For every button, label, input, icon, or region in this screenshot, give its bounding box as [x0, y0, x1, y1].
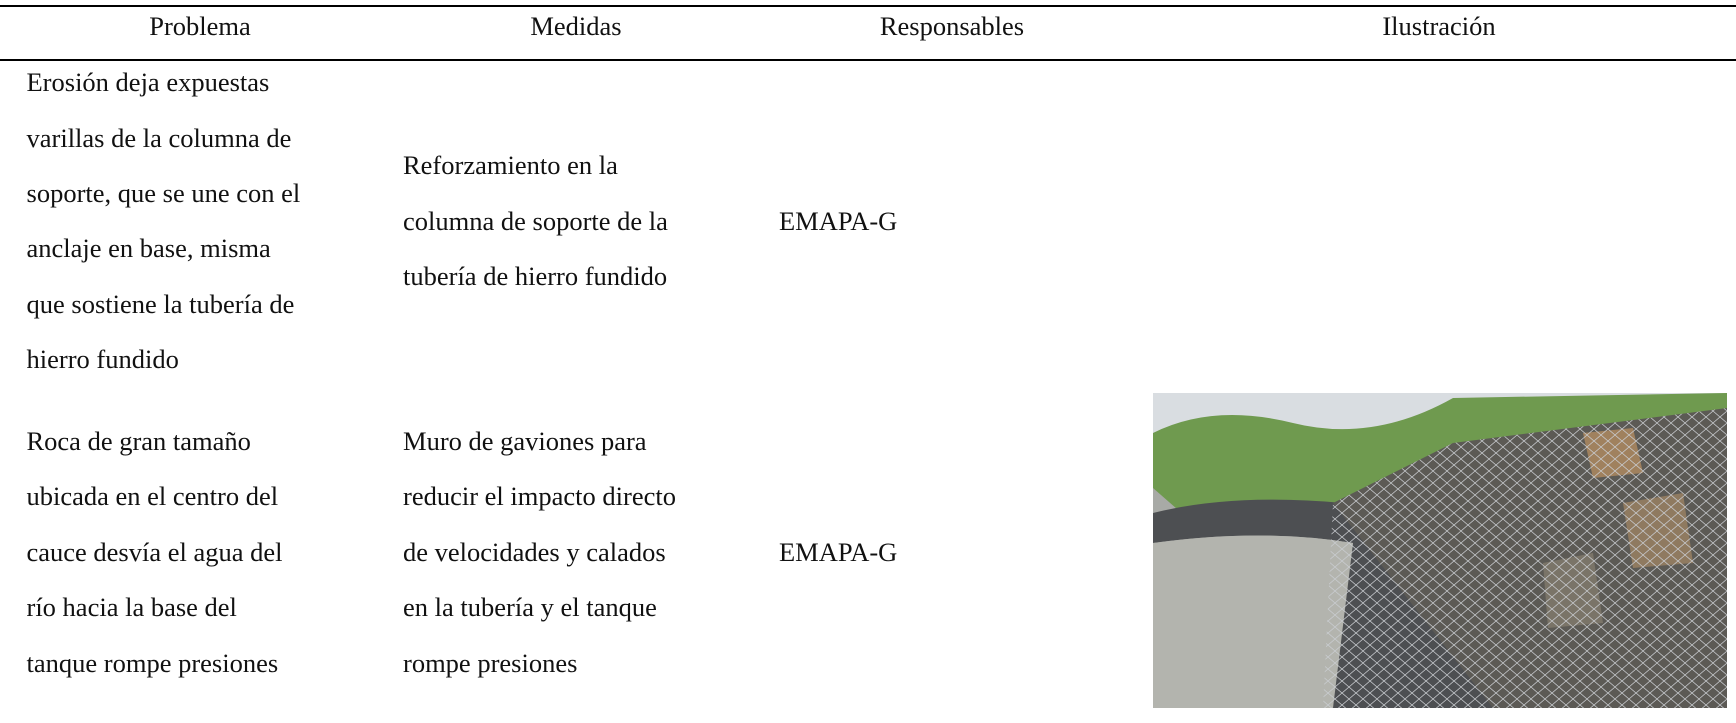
- column-header: Medidas: [530, 11, 622, 41]
- cell-text-line: tanque rompe presiones: [26, 647, 279, 678]
- cell-text-line: río hacia la base del: [26, 592, 237, 623]
- cell-text-line: columna de soporte de la: [403, 205, 668, 236]
- header-rule: [0, 59, 1736, 61]
- cell-text-line: Reforzamiento en la: [403, 150, 618, 181]
- cell-text-line: EMAPA-G: [779, 205, 898, 236]
- cell-text-line: Muro de gaviones para: [403, 426, 647, 456]
- table-cell: Muro de gaviones para reducir el impacto …: [403, 414, 676, 691]
- table-cell: Reforzamiento en la columna de soporte de…: [403, 138, 668, 304]
- table-cell: EMAPA-G: [779, 194, 897, 249]
- cell-text-line: tubería de hierro fundido: [403, 261, 668, 292]
- cell-text-line: en la tubería y el tanque: [403, 592, 657, 623]
- cell-text-line: reducir el impacto directo: [403, 481, 676, 512]
- cell-text-line: de velocidades y calados: [403, 536, 666, 567]
- cell-text-line: Roca de gran tamaño: [26, 426, 251, 456]
- cell-text-line: ubicada en el centro del: [26, 481, 279, 512]
- table-cell: Erosión deja expuestas varillas de la col…: [27, 55, 301, 387]
- column-header: Ilustración: [1382, 11, 1496, 41]
- illustration-photo: [1153, 393, 1727, 708]
- top-rule: [0, 5, 1736, 7]
- cell-text-line: anclaje en base, misma: [26, 233, 271, 264]
- table-cell: EMAPA-G: [779, 525, 897, 580]
- cell-text-line: EMAPA-G: [779, 536, 898, 567]
- cell-text-line: soporte, que se une con el: [26, 178, 301, 209]
- cell-text-line: cauce desvía el agua del: [26, 536, 283, 567]
- cell-text-line: Erosión deja expuestas: [26, 67, 270, 98]
- cell-text-line: hierro fundido: [26, 344, 179, 375]
- column-header: Problema: [149, 11, 251, 41]
- cell-text-line: que sostiene la tubería de: [26, 288, 295, 319]
- column-header: Responsables: [879, 11, 1025, 41]
- cell-text-line: rompe presiones: [403, 647, 578, 678]
- table-cell: Roca de gran tamaño ubicada en el centro …: [27, 414, 283, 691]
- cell-text-line: varillas de la columna de: [26, 122, 292, 153]
